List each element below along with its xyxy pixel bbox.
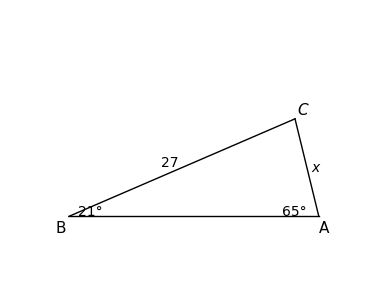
Text: x: x <box>312 161 320 175</box>
Text: 21°: 21° <box>78 204 103 219</box>
Text: 65°: 65° <box>282 204 307 219</box>
Text: 27: 27 <box>161 156 179 170</box>
Text: C: C <box>297 103 308 118</box>
Text: A: A <box>319 221 329 236</box>
Text: B: B <box>55 221 66 236</box>
